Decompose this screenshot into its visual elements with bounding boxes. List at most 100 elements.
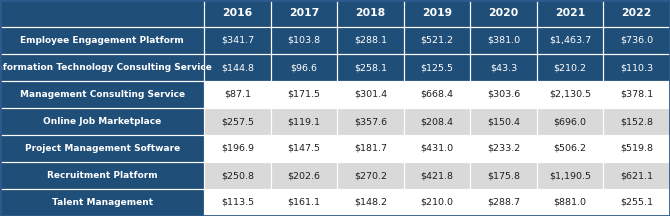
Text: $161.1: $161.1: [287, 198, 321, 207]
Text: $521.2: $521.2: [421, 36, 454, 45]
Text: $357.6: $357.6: [354, 117, 387, 126]
Bar: [470, 27, 537, 54]
Text: $181.7: $181.7: [354, 144, 387, 153]
Bar: [470, 162, 537, 189]
Bar: [537, 54, 604, 81]
Text: $96.6: $96.6: [291, 63, 318, 72]
Text: $270.2: $270.2: [354, 171, 387, 180]
Bar: [537, 189, 604, 216]
Bar: [338, 54, 404, 81]
Text: 2022: 2022: [622, 8, 652, 19]
Text: $341.7: $341.7: [221, 36, 254, 45]
Text: $1,463.7: $1,463.7: [549, 36, 592, 45]
Text: $152.8: $152.8: [620, 117, 653, 126]
Bar: [204, 81, 271, 108]
Bar: [404, 108, 470, 135]
Bar: [0, 54, 204, 81]
Text: $288.7: $288.7: [487, 198, 520, 207]
Bar: [338, 0, 404, 27]
Bar: [537, 0, 604, 27]
Bar: [204, 0, 271, 27]
Text: $147.5: $147.5: [287, 144, 321, 153]
Bar: [271, 162, 338, 189]
Text: $87.1: $87.1: [224, 90, 251, 99]
Bar: [404, 27, 470, 54]
Bar: [271, 189, 338, 216]
Text: $119.1: $119.1: [287, 117, 321, 126]
Bar: [604, 81, 670, 108]
Bar: [470, 108, 537, 135]
Text: $2,130.5: $2,130.5: [549, 90, 592, 99]
Bar: [204, 162, 271, 189]
Text: Management Consulting Service: Management Consulting Service: [19, 90, 185, 99]
Text: $378.1: $378.1: [620, 90, 653, 99]
Text: $103.8: $103.8: [287, 36, 321, 45]
Bar: [604, 135, 670, 162]
Bar: [537, 81, 604, 108]
Text: $696.0: $696.0: [553, 117, 587, 126]
Bar: [537, 135, 604, 162]
Text: $150.4: $150.4: [487, 117, 520, 126]
Bar: [470, 81, 537, 108]
Bar: [470, 189, 537, 216]
Bar: [470, 135, 537, 162]
Bar: [271, 81, 338, 108]
Text: 2017: 2017: [289, 8, 320, 19]
Text: $381.0: $381.0: [487, 36, 521, 45]
Bar: [204, 54, 271, 81]
Bar: [404, 189, 470, 216]
Text: $196.9: $196.9: [221, 144, 254, 153]
Text: Talent Management: Talent Management: [52, 198, 153, 207]
Text: 2018: 2018: [356, 8, 386, 19]
Bar: [0, 162, 204, 189]
Text: $43.3: $43.3: [490, 63, 517, 72]
Text: 2020: 2020: [488, 8, 519, 19]
Text: $1,190.5: $1,190.5: [549, 171, 591, 180]
Text: Information Technology Consulting Service: Information Technology Consulting Servic…: [0, 63, 212, 72]
Text: $621.1: $621.1: [620, 171, 653, 180]
Text: $257.5: $257.5: [221, 117, 254, 126]
Bar: [0, 135, 204, 162]
Bar: [338, 81, 404, 108]
Text: 2016: 2016: [222, 8, 253, 19]
Bar: [604, 108, 670, 135]
Text: $881.0: $881.0: [553, 198, 587, 207]
Bar: [537, 108, 604, 135]
Bar: [0, 27, 204, 54]
Text: Project Management Software: Project Management Software: [25, 144, 180, 153]
Text: $431.0: $431.0: [421, 144, 454, 153]
Text: $202.6: $202.6: [287, 171, 321, 180]
Bar: [338, 27, 404, 54]
Text: $421.8: $421.8: [421, 171, 454, 180]
Bar: [404, 54, 470, 81]
Bar: [338, 189, 404, 216]
Bar: [604, 0, 670, 27]
Bar: [404, 0, 470, 27]
Bar: [271, 27, 338, 54]
Text: $175.8: $175.8: [487, 171, 520, 180]
Bar: [204, 189, 271, 216]
Text: $110.3: $110.3: [620, 63, 653, 72]
Text: $233.2: $233.2: [487, 144, 521, 153]
Bar: [338, 108, 404, 135]
Text: $519.8: $519.8: [620, 144, 653, 153]
Bar: [537, 27, 604, 54]
Bar: [338, 162, 404, 189]
Text: 2021: 2021: [555, 8, 586, 19]
Bar: [0, 0, 204, 27]
Text: $668.4: $668.4: [421, 90, 454, 99]
Bar: [0, 108, 204, 135]
Text: $255.1: $255.1: [620, 198, 653, 207]
Text: $258.1: $258.1: [354, 63, 387, 72]
Text: $113.5: $113.5: [221, 198, 254, 207]
Text: $303.6: $303.6: [487, 90, 521, 99]
Bar: [404, 162, 470, 189]
Bar: [604, 54, 670, 81]
Text: $301.4: $301.4: [354, 90, 387, 99]
Bar: [271, 54, 338, 81]
Bar: [271, 135, 338, 162]
Bar: [338, 135, 404, 162]
Text: $148.2: $148.2: [354, 198, 387, 207]
Bar: [0, 81, 204, 108]
Bar: [404, 135, 470, 162]
